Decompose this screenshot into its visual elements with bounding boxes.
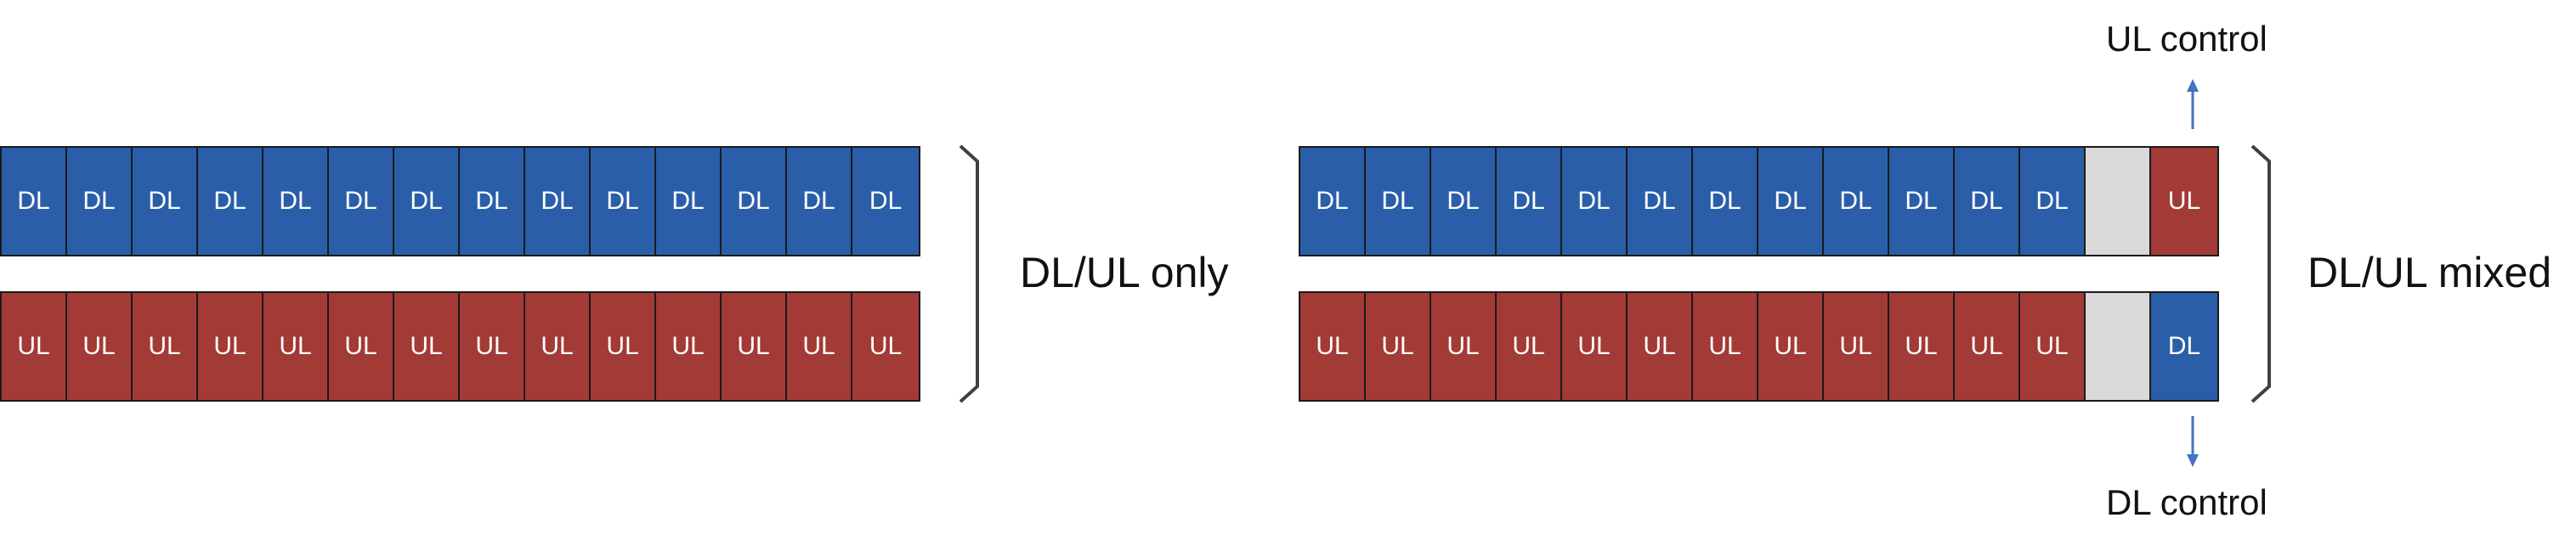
- right-dl-row: DL DL DL DL DL DL DL DL DL DL DL DL UL: [1299, 146, 2219, 256]
- dl-slot: DL: [1953, 146, 2020, 256]
- ul-slot: UL: [327, 291, 394, 402]
- dl-slot: DL: [196, 146, 263, 256]
- ul-slot: UL: [1822, 291, 1889, 402]
- dl-slot: DL: [1430, 146, 1497, 256]
- ul-slot: UL: [1626, 291, 1693, 402]
- dl-slot: DL: [1560, 146, 1628, 256]
- ul-slot: UL: [0, 291, 67, 402]
- dl-slot: DL: [393, 146, 460, 256]
- right-brace: [2250, 144, 2271, 403]
- left-ul-row: UL UL UL UL UL UL UL UL UL UL UL UL UL UL: [0, 291, 920, 402]
- ul-control-arrowhead: [2187, 79, 2199, 92]
- ul-slot: UL: [1430, 291, 1497, 402]
- ul-slot: UL: [1757, 291, 1824, 402]
- dl-slot: DL: [0, 146, 67, 256]
- ul-slot: UL: [1691, 291, 1758, 402]
- dl-slot: DL: [458, 146, 525, 256]
- dl-slot: DL: [1495, 146, 1562, 256]
- ul-slot: UL: [2149, 146, 2219, 256]
- guard-period-slot: [2084, 291, 2151, 402]
- ul-slot: UL: [654, 291, 722, 402]
- ul-slot: UL: [1495, 291, 1562, 402]
- ul-slot: UL: [1888, 291, 1955, 402]
- dl-slot: DL: [1626, 146, 1693, 256]
- ul-control-label: UL control: [2106, 19, 2267, 59]
- dl-slot: DL: [1888, 146, 1955, 256]
- dl-slot: DL: [327, 146, 394, 256]
- dl-slot: DL: [589, 146, 656, 256]
- left-dl-row: DL DL DL DL DL DL DL DL DL DL DL DL DL DL: [0, 146, 920, 256]
- guard-period-slot: [2084, 146, 2151, 256]
- ul-slot: UL: [589, 291, 656, 402]
- dl-control-arrowhead: [2187, 454, 2199, 467]
- ul-slot: UL: [851, 291, 920, 402]
- dl-slot: DL: [785, 146, 852, 256]
- ul-slot: UL: [785, 291, 852, 402]
- dl-slot: DL: [1757, 146, 1824, 256]
- ul-slot: UL: [393, 291, 460, 402]
- ul-slot: UL: [458, 291, 525, 402]
- dl-slot: DL: [524, 146, 591, 256]
- ul-slot: UL: [262, 291, 329, 402]
- ul-slot: UL: [2018, 291, 2086, 402]
- dl-slot: DL: [2149, 291, 2219, 402]
- left-group-label: DL/UL only: [1020, 249, 1229, 296]
- ul-slot: UL: [1560, 291, 1628, 402]
- dl-slot: DL: [262, 146, 329, 256]
- dl-slot: DL: [65, 146, 133, 256]
- dl-control-label: DL control: [2106, 482, 2267, 522]
- dl-slot: DL: [1822, 146, 1889, 256]
- right-group-label: DL/UL mixed: [2307, 249, 2552, 296]
- ul-slot: UL: [1953, 291, 2020, 402]
- ul-slot: UL: [131, 291, 198, 402]
- ul-slot: UL: [524, 291, 591, 402]
- left-brace: [959, 144, 979, 403]
- ul-slot: UL: [720, 291, 787, 402]
- dl-slot: DL: [2018, 146, 2086, 256]
- right-ul-row: UL UL UL UL UL UL UL UL UL UL UL UL DL: [1299, 291, 2219, 402]
- dl-slot: DL: [1364, 146, 1431, 256]
- ul-slot: UL: [196, 291, 263, 402]
- dl-slot: DL: [1299, 146, 1366, 256]
- dl-slot: DL: [851, 146, 920, 256]
